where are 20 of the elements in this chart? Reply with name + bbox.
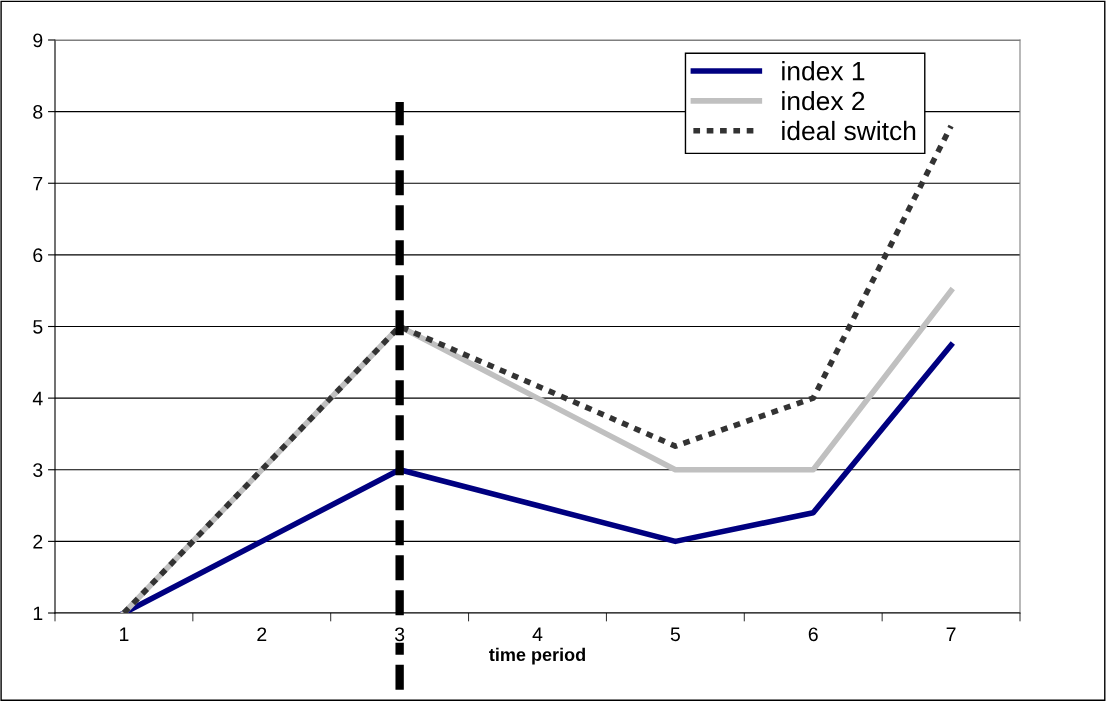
- x-tick-label: 1: [120, 627, 129, 641]
- x-axis-title: time period: [489, 647, 585, 665]
- y-tick-label: 9: [33, 33, 43, 48]
- x-tick-label: 5: [670, 627, 680, 642]
- y-tick-label: 1: [33, 606, 43, 621]
- x-tick-label: 7: [946, 627, 956, 641]
- y-tick-label: 2: [33, 534, 43, 549]
- x-tick-label: 3: [394, 627, 405, 642]
- y-tick-label: 4: [32, 391, 43, 406]
- x-tick-label: 6: [808, 627, 818, 642]
- y-tick-label: 6: [33, 248, 43, 263]
- y-tick-label: 5: [33, 320, 43, 334]
- y-tick-label: 7: [33, 176, 43, 191]
- legend-label: ideal switch: [782, 120, 916, 141]
- legend-label: index 1: [782, 61, 865, 81]
- y-tick-label: 8: [33, 105, 43, 119]
- legend-label: index 2: [782, 90, 865, 111]
- x-tick-label: 4: [532, 627, 543, 641]
- y-tick-label: 3: [33, 463, 43, 477]
- x-tick-label: 2: [257, 627, 267, 641]
